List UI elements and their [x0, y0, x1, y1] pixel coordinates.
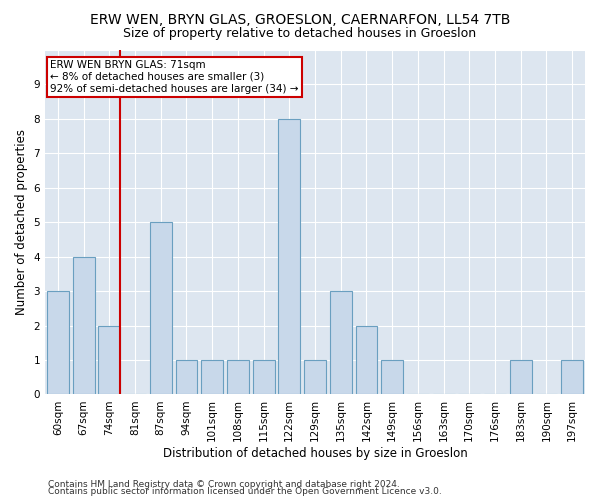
- Bar: [510, 360, 532, 394]
- Bar: [227, 360, 249, 394]
- Bar: [98, 326, 120, 394]
- Text: Contains HM Land Registry data © Crown copyright and database right 2024.: Contains HM Land Registry data © Crown c…: [48, 480, 400, 489]
- Bar: [253, 360, 275, 394]
- Bar: [47, 291, 69, 395]
- Bar: [381, 360, 403, 394]
- Bar: [150, 222, 172, 394]
- Text: Size of property relative to detached houses in Groeslon: Size of property relative to detached ho…: [124, 28, 476, 40]
- Text: Contains public sector information licensed under the Open Government Licence v3: Contains public sector information licen…: [48, 488, 442, 496]
- Bar: [304, 360, 326, 394]
- X-axis label: Distribution of detached houses by size in Groeslon: Distribution of detached houses by size …: [163, 447, 467, 460]
- Text: ERW WEN BRYN GLAS: 71sqm
← 8% of detached houses are smaller (3)
92% of semi-det: ERW WEN BRYN GLAS: 71sqm ← 8% of detache…: [50, 60, 299, 94]
- Bar: [176, 360, 197, 394]
- Bar: [73, 256, 95, 394]
- Bar: [330, 291, 352, 395]
- Bar: [201, 360, 223, 394]
- Bar: [278, 119, 300, 394]
- Text: ERW WEN, BRYN GLAS, GROESLON, CAERNARFON, LL54 7TB: ERW WEN, BRYN GLAS, GROESLON, CAERNARFON…: [90, 12, 510, 26]
- Bar: [561, 360, 583, 394]
- Y-axis label: Number of detached properties: Number of detached properties: [15, 129, 28, 315]
- Bar: [356, 326, 377, 394]
